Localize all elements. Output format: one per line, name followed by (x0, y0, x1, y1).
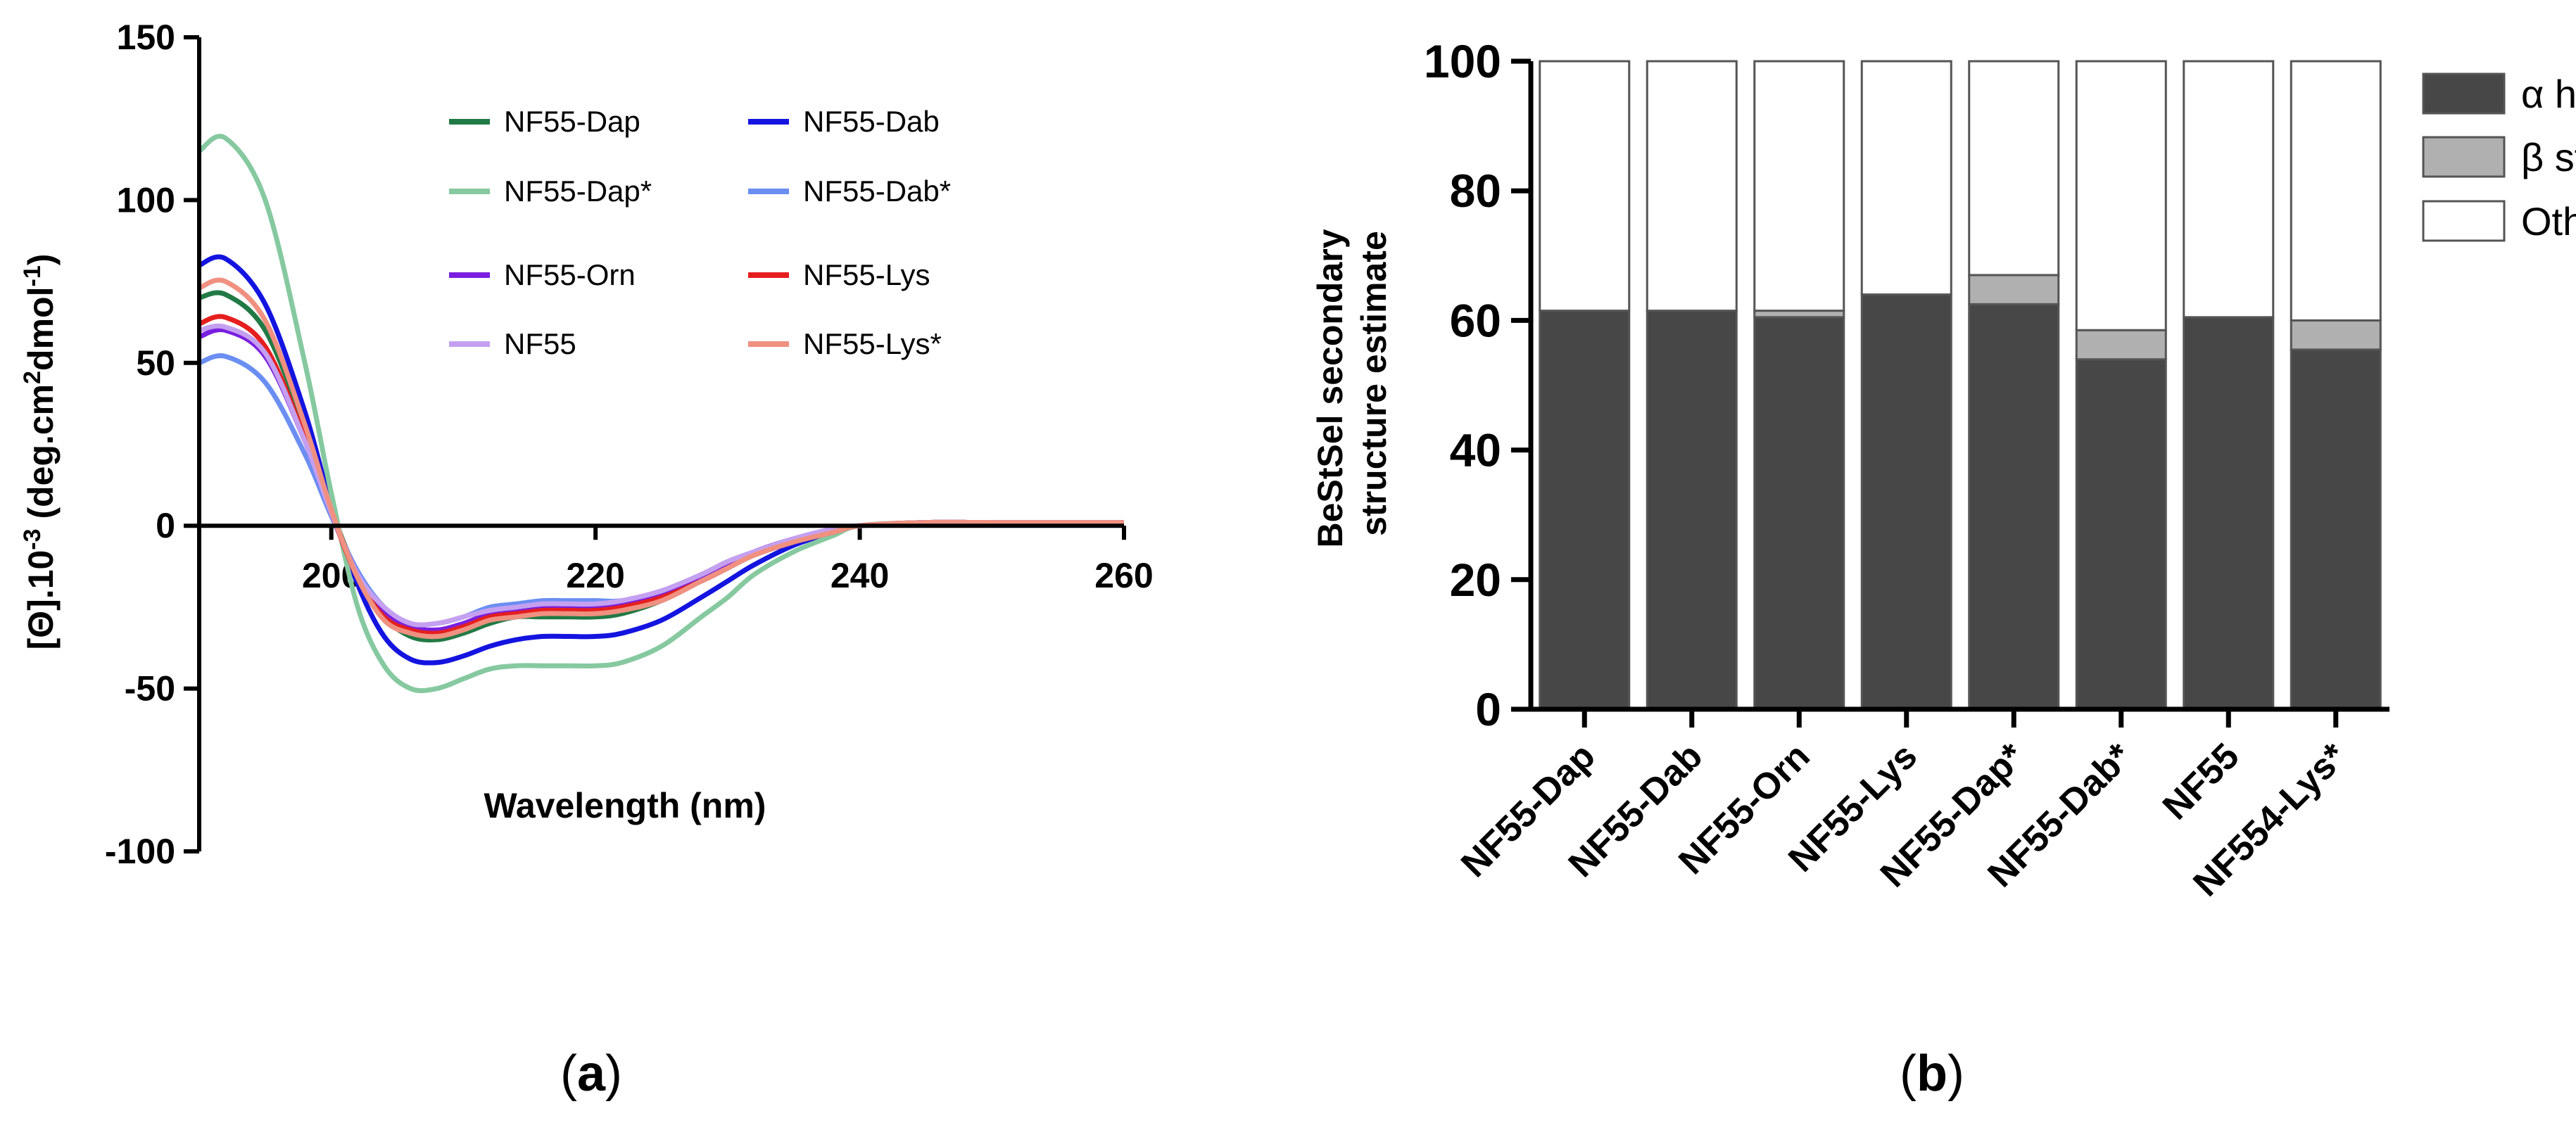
panel-b-bars (1539, 60, 2382, 711)
bar-segment--helix (2290, 348, 2382, 711)
y-tick-label: 80 (1450, 165, 1501, 217)
bar-segment-other (2075, 60, 2167, 331)
y-tick-label: 20 (1450, 554, 1501, 606)
panel-a-label-letter: a (577, 1046, 606, 1102)
legend-swatch-other (2422, 200, 2506, 242)
y-label-line-2: structure estimate (1354, 231, 1394, 536)
bar-segment-other (1968, 60, 2060, 277)
y-tick-label: 60 (1450, 294, 1501, 346)
bar-segment--helix (2183, 316, 2275, 711)
legend-label: NF55-Dab* (803, 174, 951, 208)
x-tick-label: 220 (566, 556, 624, 595)
legend-label: NF55-Dab (803, 105, 940, 138)
bar-segment--helix (2075, 358, 2167, 711)
bar-segment--strand (1968, 274, 2060, 305)
panel-a-y-axis-label: [Θ].10-3 (deg.cm2dmol-1) (19, 254, 61, 650)
bar-segment--strand (2075, 329, 2167, 361)
x-tick-label: 240 (831, 556, 889, 595)
legend-label: α helix (2521, 72, 2576, 116)
bar-segment-other (1539, 60, 1631, 312)
y-tick-label: 0 (1475, 683, 1501, 735)
panel-a-label: (a) (560, 1046, 622, 1102)
panel-b-y-ticks: 0 20 40 60 80 100 (1424, 35, 1531, 735)
y-tick-label: 100 (117, 180, 175, 220)
panel-b-y-axis-label: BeStSel secondary structure estimate (1311, 220, 1394, 548)
bar-segment--helix (1539, 310, 1631, 711)
panel-a-series-lines (197, 134, 1124, 694)
panel-b-label: (b) (1900, 1046, 1964, 1102)
y-label-part: [Θ].10 (21, 550, 61, 650)
bar-segment-other (1860, 60, 1952, 296)
y-label-part: dmol (21, 287, 61, 371)
x-tick-label: 260 (1094, 556, 1153, 595)
panel-b-category-labels: NF55-DapNF55-DabNF55-OrnNF55-LysNF55-Dap… (1453, 735, 2355, 904)
series-line-nf55-dap-star (197, 134, 1124, 694)
y-tick-label: 0 (156, 506, 175, 545)
bar-segment--helix (1753, 316, 1845, 711)
legend-label: NF55-Lys* (803, 327, 942, 360)
y-label-part: (deg.cm (21, 384, 61, 529)
panel-b-x-ticks (1581, 709, 2339, 728)
bar-segment-other (1753, 60, 1845, 312)
panel-a-y-ticks: -100 -50 0 50 100 150 (105, 18, 199, 871)
y-tick-label: 100 (1424, 35, 1501, 87)
series-line-nf55-lys-star (198, 277, 1124, 640)
legend-label: NF55-Orn (504, 258, 636, 291)
panel-b-label-open: ( (1900, 1046, 1917, 1102)
panel-b-stacked-bar-chart: 0 20 40 60 80 100 NF55-DapNF55-DabNF55-OrnNF5… (1311, 35, 2576, 1102)
bar-segment--strand (2290, 319, 2382, 351)
legend-label: NF55-Lys (803, 258, 930, 291)
panel-b-label-letter: b (1917, 1046, 1947, 1102)
panel-b-label-close: ) (1947, 1046, 1964, 1102)
legend-swatch--helix (2422, 72, 2506, 115)
y-label-exponent: -3 (19, 528, 46, 550)
y-tick-label: 150 (117, 18, 175, 57)
y-label-line-1: BeStSel secondary (1311, 229, 1350, 547)
y-label-exponent: -1 (19, 265, 46, 286)
legend-swatch--strand (2422, 136, 2506, 178)
bar-segment-other (2290, 60, 2382, 322)
panel-b-legend: α helix β strand Other (2422, 72, 2576, 243)
bar-segment--helix (1968, 303, 2060, 711)
legend-label: NF55-Dap (504, 105, 640, 138)
category-label: NF55 (2155, 735, 2247, 827)
legend-label: Other (2521, 199, 2576, 243)
y-tick-label: -50 (125, 669, 175, 709)
y-label-exponent: 2 (19, 371, 46, 384)
bar-segment--helix (1860, 293, 1952, 711)
legend-label: β strand (2521, 135, 2576, 179)
bar-segment-other (2183, 60, 2275, 319)
legend-label: NF55-Dap* (504, 174, 652, 208)
panel-a-legend: NF55-Dap NF55-Dab NF55-Dap* NF55-Dab* NF55-O… (449, 105, 951, 360)
bar-segment-other (1646, 60, 1738, 312)
y-tick-label: -100 (105, 832, 175, 871)
panel-a-x-axis-label: Wavelength (nm) (484, 786, 766, 825)
panel-a-label-open: ( (560, 1046, 577, 1102)
y-tick-label: 40 (1450, 424, 1501, 476)
y-label-part: ) (21, 254, 61, 266)
panel-a-label-close: ) (605, 1046, 622, 1102)
bar-segment--helix (1646, 310, 1738, 711)
legend-label: NF55 (504, 327, 576, 360)
y-tick-label: 50 (136, 343, 175, 383)
panel-a-x-ticks: 200 220 240 260 (302, 526, 1154, 595)
